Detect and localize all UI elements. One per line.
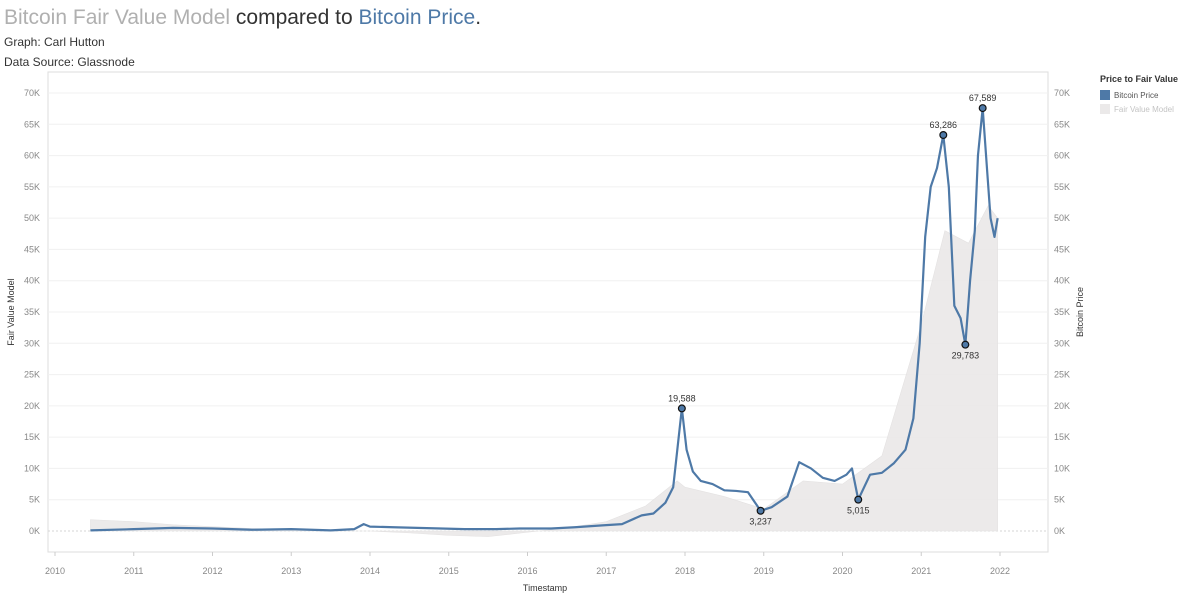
annotation-label: 3,237 bbox=[749, 517, 772, 527]
annotation-label: 5,015 bbox=[847, 506, 870, 516]
legend: Price to Fair Value Bitcoin Price Fair V… bbox=[1100, 74, 1196, 118]
y-tick-label-left: 65K bbox=[24, 119, 40, 129]
y-tick-label-left: 5K bbox=[29, 495, 40, 505]
y-tick-label-left: 25K bbox=[24, 370, 40, 380]
y-tick-label-right: 70K bbox=[1054, 88, 1070, 98]
y-tick-label-right: 35K bbox=[1054, 307, 1070, 317]
series-bitcoin-price-line bbox=[90, 106, 999, 532]
annotation-label: 29,783 bbox=[952, 351, 980, 361]
y-tick-label-right: 65K bbox=[1054, 119, 1070, 129]
x-tick-label: 2011 bbox=[124, 566, 143, 576]
y-axis-title-right: Bitcoin Price bbox=[1075, 287, 1085, 337]
y-tick-label-left: 0K bbox=[29, 526, 40, 536]
x-tick-label: 2015 bbox=[439, 566, 459, 576]
y-tick-label-right: 0K bbox=[1054, 526, 1065, 536]
x-tick-label: 2022 bbox=[990, 566, 1010, 576]
x-tick-label: 2016 bbox=[517, 566, 537, 576]
x-tick-label: 2012 bbox=[202, 566, 222, 576]
y-tick-label-right: 20K bbox=[1054, 401, 1070, 411]
y-tick-label-left: 45K bbox=[24, 244, 40, 254]
legend-swatch-fair-value bbox=[1100, 104, 1110, 114]
x-axis-title: Timestamp bbox=[523, 583, 567, 593]
graph-credit: Graph: Carl Hutton bbox=[4, 35, 105, 49]
y-tick-label-right: 30K bbox=[1054, 338, 1070, 348]
y-tick-label-left: 15K bbox=[24, 432, 40, 442]
x-tick-label: 2017 bbox=[596, 566, 616, 576]
annotation-label: 63,286 bbox=[930, 120, 958, 130]
x-tick-label: 2013 bbox=[281, 566, 301, 576]
data-source: Data Source: Glassnode bbox=[4, 55, 135, 69]
annotation-marker bbox=[756, 506, 765, 515]
annotation-marker bbox=[854, 495, 863, 504]
y-tick-label-right: 10K bbox=[1054, 463, 1070, 473]
annotation-marker bbox=[677, 404, 686, 413]
y-tick-label-left: 10K bbox=[24, 463, 40, 473]
y-tick-label-left: 20K bbox=[24, 401, 40, 411]
annotation-label: 67,589 bbox=[969, 93, 997, 103]
annotation-marker bbox=[961, 340, 970, 349]
x-tick-label: 2018 bbox=[675, 566, 695, 576]
y-tick-label-right: 55K bbox=[1054, 182, 1070, 192]
y-tick-label-right: 45K bbox=[1054, 244, 1070, 254]
chart-title: Bitcoin Fair Value Model compared to Bit… bbox=[4, 4, 481, 32]
y-axis-title-left: Fair Value Model bbox=[6, 278, 16, 345]
y-tick-label-left: 70K bbox=[24, 88, 40, 98]
y-tick-label-left: 50K bbox=[24, 213, 40, 223]
y-tick-label-right: 5K bbox=[1054, 495, 1065, 505]
chart-header: Bitcoin Fair Value Model compared to Bit… bbox=[4, 4, 481, 72]
title-compared-to: compared to bbox=[230, 6, 359, 29]
legend-item-fair-value[interactable]: Fair Value Model bbox=[1100, 104, 1196, 114]
legend-item-bitcoin-price[interactable]: Bitcoin Price bbox=[1100, 90, 1196, 100]
annotation-marker bbox=[939, 131, 948, 140]
y-tick-label-left: 60K bbox=[24, 151, 40, 161]
x-tick-label: 2014 bbox=[360, 566, 380, 576]
legend-label-bitcoin-price: Bitcoin Price bbox=[1114, 90, 1159, 100]
title-fair-value: Bitcoin Fair Value Model bbox=[4, 6, 231, 29]
legend-label-fair-value: Fair Value Model bbox=[1114, 104, 1174, 114]
y-tick-label-right: 15K bbox=[1054, 432, 1070, 442]
y-tick-label-left: 55K bbox=[24, 182, 40, 192]
x-tick-label: 2010 bbox=[45, 566, 65, 576]
legend-title: Price to Fair Value bbox=[1100, 74, 1179, 84]
title-period: . bbox=[475, 6, 482, 29]
series-fair-value-area bbox=[90, 205, 998, 537]
y-tick-label-left: 40K bbox=[24, 276, 40, 286]
annotation-marker bbox=[978, 104, 987, 113]
x-tick-label: 2021 bbox=[911, 566, 931, 576]
y-tick-label-left: 35K bbox=[24, 307, 40, 317]
y-tick-label-right: 50K bbox=[1054, 213, 1070, 223]
legend-swatch-bitcoin-price bbox=[1100, 90, 1110, 100]
title-bitcoin-price: Bitcoin Price bbox=[358, 6, 476, 29]
x-tick-label: 2019 bbox=[754, 566, 774, 576]
x-tick-label: 2020 bbox=[832, 566, 852, 576]
annotation-label: 19,588 bbox=[668, 393, 696, 403]
y-tick-label-right: 60K bbox=[1054, 151, 1070, 161]
y-tick-label-left: 30K bbox=[24, 338, 40, 348]
y-tick-label-right: 40K bbox=[1054, 276, 1070, 286]
y-tick-label-right: 25K bbox=[1054, 370, 1070, 380]
